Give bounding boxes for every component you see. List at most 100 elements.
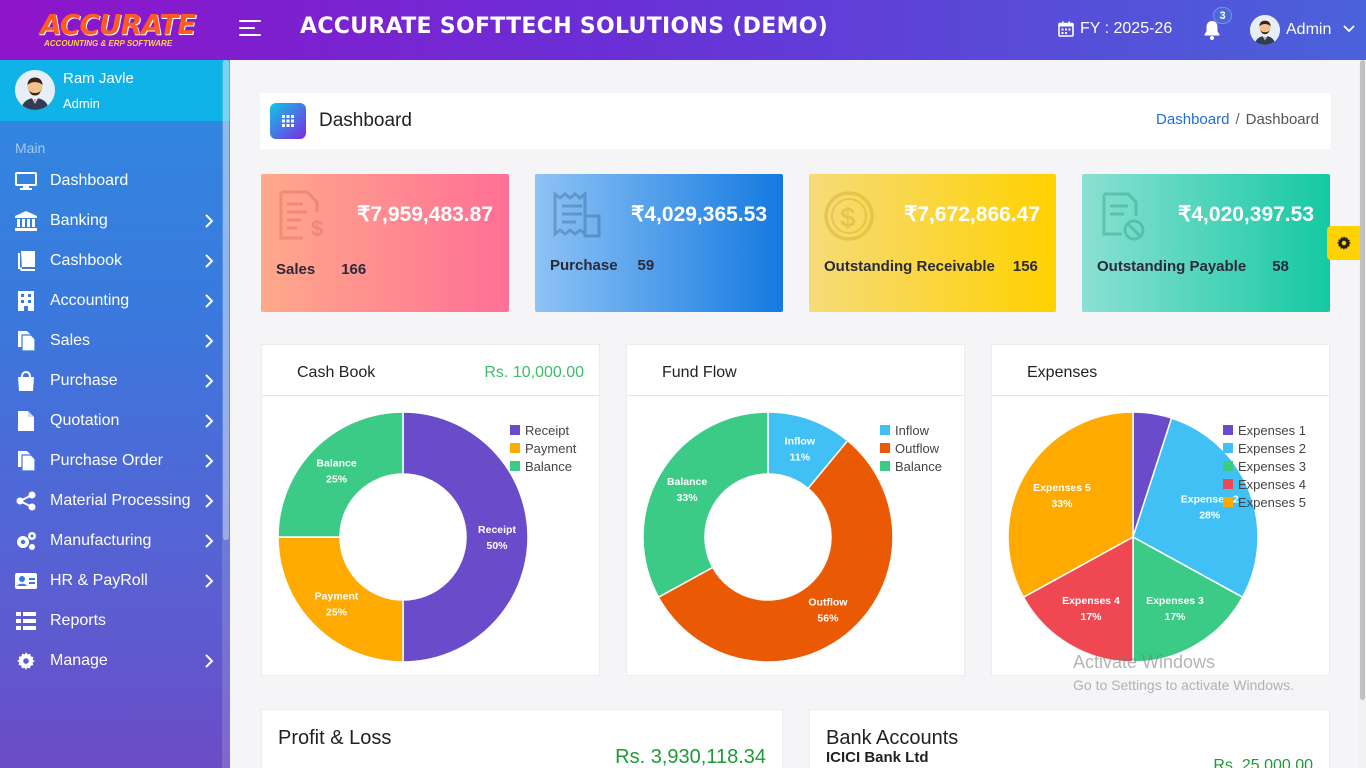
sidebar-item-accounting[interactable]: Accounting [0,281,230,321]
sidebar-item-label: Material Processing [50,492,191,509]
book-icon [14,250,38,272]
legend-label: Outflow [895,440,940,456]
legend-swatch [510,425,520,435]
user-avatar-icon [1250,15,1280,45]
outstanding-payable-value: ₹4,020,397.53 [1178,203,1314,226]
expenses-legend-item[interactable]: Expenses 4 [1223,475,1306,493]
fund-flow-legend-item[interactable]: Balance [880,457,942,475]
sidebar-item-manage[interactable]: Manage [0,641,230,681]
expenses-legend-item[interactable]: Expenses 3 [1223,457,1306,475]
sidebar-item-reports[interactable]: Reports [0,601,230,641]
bank-name[interactable]: ICICI Bank Ltd [826,749,929,766]
menu-toggle-icon[interactable] [239,20,261,38]
expenses-panel-header: Expenses [992,345,1329,396]
sidebar-item-banking[interactable]: Banking [0,201,230,241]
fund-flow-legend-item[interactable]: Outflow [880,439,942,457]
legend-label: Expenses 3 [1238,458,1306,474]
expenses-legend-item[interactable]: Expenses 1 [1223,421,1306,439]
outstanding-receivable-count: 156 [1012,258,1038,275]
cash-book-legend-item[interactable]: Receipt [510,421,576,439]
sidebar-item-label: Cashbook [50,252,123,269]
fiscal-year[interactable]: FY : 2025-26 [1058,20,1172,38]
breadcrumb: Dashboard / Dashboard [1156,111,1319,128]
page-scrollbar-thumb[interactable] [1360,60,1365,700]
sidebar-scrollbar-thumb[interactable] [223,60,229,540]
page-scrollbar[interactable] [1359,60,1366,768]
cash-book-slice-receipt[interactable] [402,411,529,663]
expenses-legend-item[interactable]: Expenses 2 [1223,439,1306,457]
receipt-icon [553,190,601,238]
sidebar-item-material-processing[interactable]: Material Processing [0,481,230,521]
fund-flow-legend: Inflow Outflow Balance [880,421,942,475]
sales-card[interactable]: $ ₹7,959,483.87 Sales 166 [261,174,509,312]
fund-flow-slice-balance[interactable] [642,411,769,599]
sidebar-user-role: Admin [63,96,100,111]
notification-count-badge: 3 [1213,7,1232,24]
notification-bell-icon[interactable] [1200,18,1224,42]
legend-label: Payment [525,440,577,456]
legend-swatch [510,443,520,453]
expenses-panel: Expenses Expenses 2 28% Expenses 3 17% Expen… [991,344,1330,676]
profit-loss-amount: Rs. 3,930,118.34 [615,746,766,768]
cash-book-data-label: Receipt 50% [478,524,516,552]
app-logo[interactable]: ACCURATE ACCOUNTING & ERP SOFTWARE [40,10,196,50]
gear-icon [14,650,38,672]
sidebar-item-quotation[interactable]: Quotation [0,401,230,441]
file-blocked-icon [1102,192,1145,241]
purchase-card[interactable]: ₹4,029,365.53 Purchase 59 [535,174,783,312]
sidebar-user-panel[interactable]: Ram Javle Admin [0,60,230,121]
sidebar-item-label: Sales [50,332,91,349]
chevron-right-icon [204,454,214,468]
sidebar-item-label: Purchase Order [50,452,163,469]
sidebar: Ram Javle Admin Main Dashboard Banking Cas… [0,60,230,768]
cash-book-legend-item[interactable]: Balance [510,457,576,475]
legend-label: Expenses 4 [1238,476,1306,492]
outstanding-receivable-label-row: Outstanding Receivable 156 [824,258,1038,275]
activate-windows-watermark-subtitle: Go to Settings to activate Windows. [1073,677,1294,693]
legend-label: Inflow [895,422,929,438]
profit-loss-panel: Profit & Loss Rs. 3,930,118.34 [261,709,783,768]
outstanding-receivable-card[interactable]: $ ₹7,672,866.47 Outstanding Receivable 15… [809,174,1056,312]
outstanding-payable-label-row: Outstanding Payable 58 [1097,258,1289,275]
cash-book-slice-payment[interactable] [277,536,404,663]
fund-flow-legend-item[interactable]: Inflow [880,421,942,439]
expenses-data-label: Expenses 3 17% [1146,595,1204,623]
chevron-down-icon [1343,24,1355,36]
sidebar-item-hr-payroll[interactable]: HR & PayRoll [0,561,230,601]
legend-label: Balance [895,458,942,474]
expenses-legend-item[interactable]: Expenses 5 [1223,493,1306,511]
expenses-slice-expenses-5[interactable] [1007,411,1134,599]
sidebar-item-sales[interactable]: Sales [0,321,230,361]
sidebar-item-purchase-order[interactable]: Purchase Order [0,441,230,481]
cash-book-title: Cash Book [297,364,376,381]
sidebar-item-purchase[interactable]: Purchase [0,361,230,401]
sidebar-item-manufacturing[interactable]: Manufacturing [0,521,230,561]
expenses-slice-expenses-4[interactable] [1022,535,1134,663]
sidebar-section-label: Main [15,140,46,156]
outstanding-payable-card[interactable]: ₹4,020,397.53 Outstanding Payable 58 [1082,174,1330,312]
sidebar-scrollbar[interactable] [222,60,230,768]
cash-book-slice-balance[interactable] [277,411,404,538]
sidebar-item-label: Accounting [50,292,130,309]
sidebar-item-cashbook[interactable]: Cashbook [0,241,230,281]
admin-user-menu[interactable]: Admin [1250,15,1355,45]
svg-text:$: $ [840,202,856,233]
avatar [15,70,55,110]
list-icon [14,610,38,632]
legend-swatch [1223,461,1233,471]
breadcrumb-link-dashboard[interactable]: Dashboard [1156,111,1230,128]
app-title: ACCURATE SOFTTECH SOLUTIONS (DEMO) [300,14,829,39]
share-icon [14,490,38,512]
sidebar-item-dashboard[interactable]: Dashboard [0,161,230,201]
file-icon [14,410,38,432]
sales-count: 166 [341,261,367,278]
legend-swatch [1223,497,1233,507]
settings-gear-button[interactable] [1327,226,1360,260]
cash-book-data-label: Balance 25% [316,458,356,486]
sidebar-item-label: Manage [50,652,108,669]
cash-book-legend-item[interactable]: Payment [510,439,576,457]
expenses-slice-expenses-3[interactable] [1132,535,1244,663]
page-title: Dashboard [319,110,412,131]
breadcrumb-current: Dashboard [1245,111,1319,128]
fund-flow-slice-outflow[interactable] [657,439,894,663]
